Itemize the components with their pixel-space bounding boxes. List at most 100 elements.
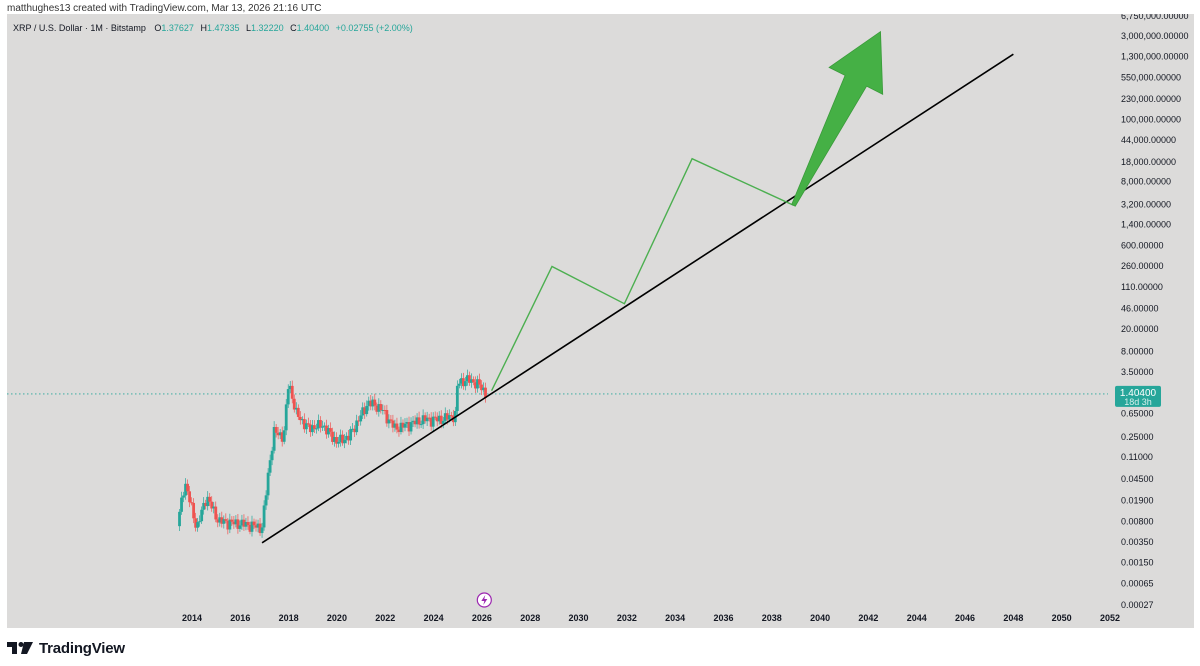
candle-body [345,435,349,440]
candle-body [192,502,196,519]
candle-body [353,428,357,433]
x-axis-tick-label: 2048 [1003,613,1023,623]
candle-body [423,415,427,422]
candle-body [236,519,240,529]
candle-body [443,413,447,421]
candle-body [310,425,314,433]
last-price-value: 1.40400 [1120,388,1157,399]
candle-body [407,422,411,432]
candle-body [435,417,439,422]
candle-body [252,521,256,526]
x-axis-tick-label: 2050 [1052,613,1072,623]
candle-body [308,424,312,433]
candle-body [321,426,324,428]
candle-body [431,416,435,427]
candle-body [387,419,391,424]
y-axis-tick-label: 0.11000 [1121,452,1153,462]
projection-zigzag [490,157,794,392]
y-axis-tick-label: 3.50000 [1121,367,1154,377]
y-axis-tick-label: 1,400.00000 [1121,220,1171,230]
candle-body [371,399,375,407]
tradingview-logo-icon [7,642,33,654]
candle-body [482,387,485,391]
y-axis-tick-label: 18,000.00000 [1121,157,1176,167]
candle-body [228,519,232,530]
candle-body [268,460,272,473]
candle-body [397,429,401,433]
candle-body [347,435,351,441]
candle-body [298,416,302,421]
candle-body [478,379,481,385]
candle-countdown: 18d 3h [1124,397,1152,407]
x-axis-tick-label: 2020 [327,613,347,623]
candle-body [216,519,220,523]
candle-body [333,436,336,442]
candle-body [449,415,453,417]
candle-body [224,519,228,521]
chart-frame[interactable]: 0.00027 0.00065 0.00150 0.00350 0.00800 0.019… [7,14,1194,628]
candle-body [470,379,473,383]
candle-body [300,419,304,421]
y-axis-tick-label: 600.00000 [1121,240,1164,250]
candle-body [365,405,369,415]
y-axis-tick-label: 0.00800 [1121,517,1154,527]
candle-body [457,383,461,386]
y-axis-tick-label: 0.01900 [1121,495,1154,505]
candle-body [226,520,230,530]
candle-body [256,523,260,528]
candle-body [361,407,365,416]
candle-body [200,509,204,522]
lightning-icon[interactable] [476,592,492,608]
price-chart[interactable]: 0.00027 0.00065 0.00150 0.00350 0.00800 0.019… [7,14,1194,628]
candle-body [208,496,212,502]
candle-body [369,400,373,407]
candle-body [401,422,405,428]
candle-body [474,382,477,389]
candle-body [182,495,185,498]
last-price-tag: 1.40400 18d 3h [1115,385,1161,407]
candle-body [484,387,487,398]
candle-body [266,472,270,496]
x-axis-tick-label: 2024 [424,613,444,623]
chart-credit: matthughes13 created with TradingView.co… [7,3,322,14]
candle-body [258,523,262,534]
candle-body [184,483,187,496]
candle-body [405,422,409,424]
candle-body [447,415,451,420]
x-axis-tick-label: 2028 [520,613,540,623]
candle-body [210,501,214,509]
y-axis-tick-label: 8.00000 [1121,347,1154,357]
candle-body [250,521,254,532]
support-trendline [261,53,1014,544]
candle-body [270,450,274,461]
x-axis-tick-label: 2022 [375,613,395,623]
candle-body [214,506,218,520]
candle-body [244,522,248,527]
candle-body [399,422,403,433]
candle-body [262,505,266,528]
x-axis-tick-label: 2046 [955,613,975,623]
candle-body [417,417,421,425]
candle-body [383,410,387,412]
candle-body [186,483,189,492]
candle-body [459,378,463,384]
y-axis-tick-label: 20.00000 [1121,324,1159,334]
candle-body [315,428,318,430]
bullish-arrow [791,30,884,207]
candle-body [327,428,330,435]
candle-body [463,381,467,387]
candle-body [413,420,417,425]
y-axis-tick-label: 0.00150 [1121,558,1154,568]
candle-body [198,521,202,523]
candle-body [286,389,290,405]
candle-body [389,419,393,421]
candle-body [468,375,471,383]
candle-body [421,415,425,425]
y-axis-tick-label: 1,300,000.00000 [1121,52,1189,62]
candle-body [343,439,346,444]
candle-body [292,398,296,410]
candle-body [411,420,415,423]
candle-body [204,502,208,507]
x-axis-tick-label: 2052 [1100,613,1120,623]
candle-body [395,423,399,430]
